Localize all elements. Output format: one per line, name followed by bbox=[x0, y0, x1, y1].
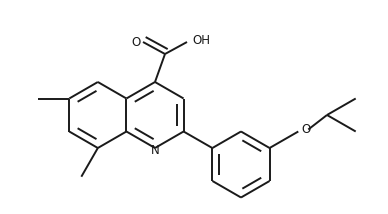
Text: OH: OH bbox=[192, 34, 210, 46]
Text: N: N bbox=[151, 144, 159, 156]
Text: O: O bbox=[132, 36, 140, 49]
Text: O: O bbox=[301, 123, 311, 136]
